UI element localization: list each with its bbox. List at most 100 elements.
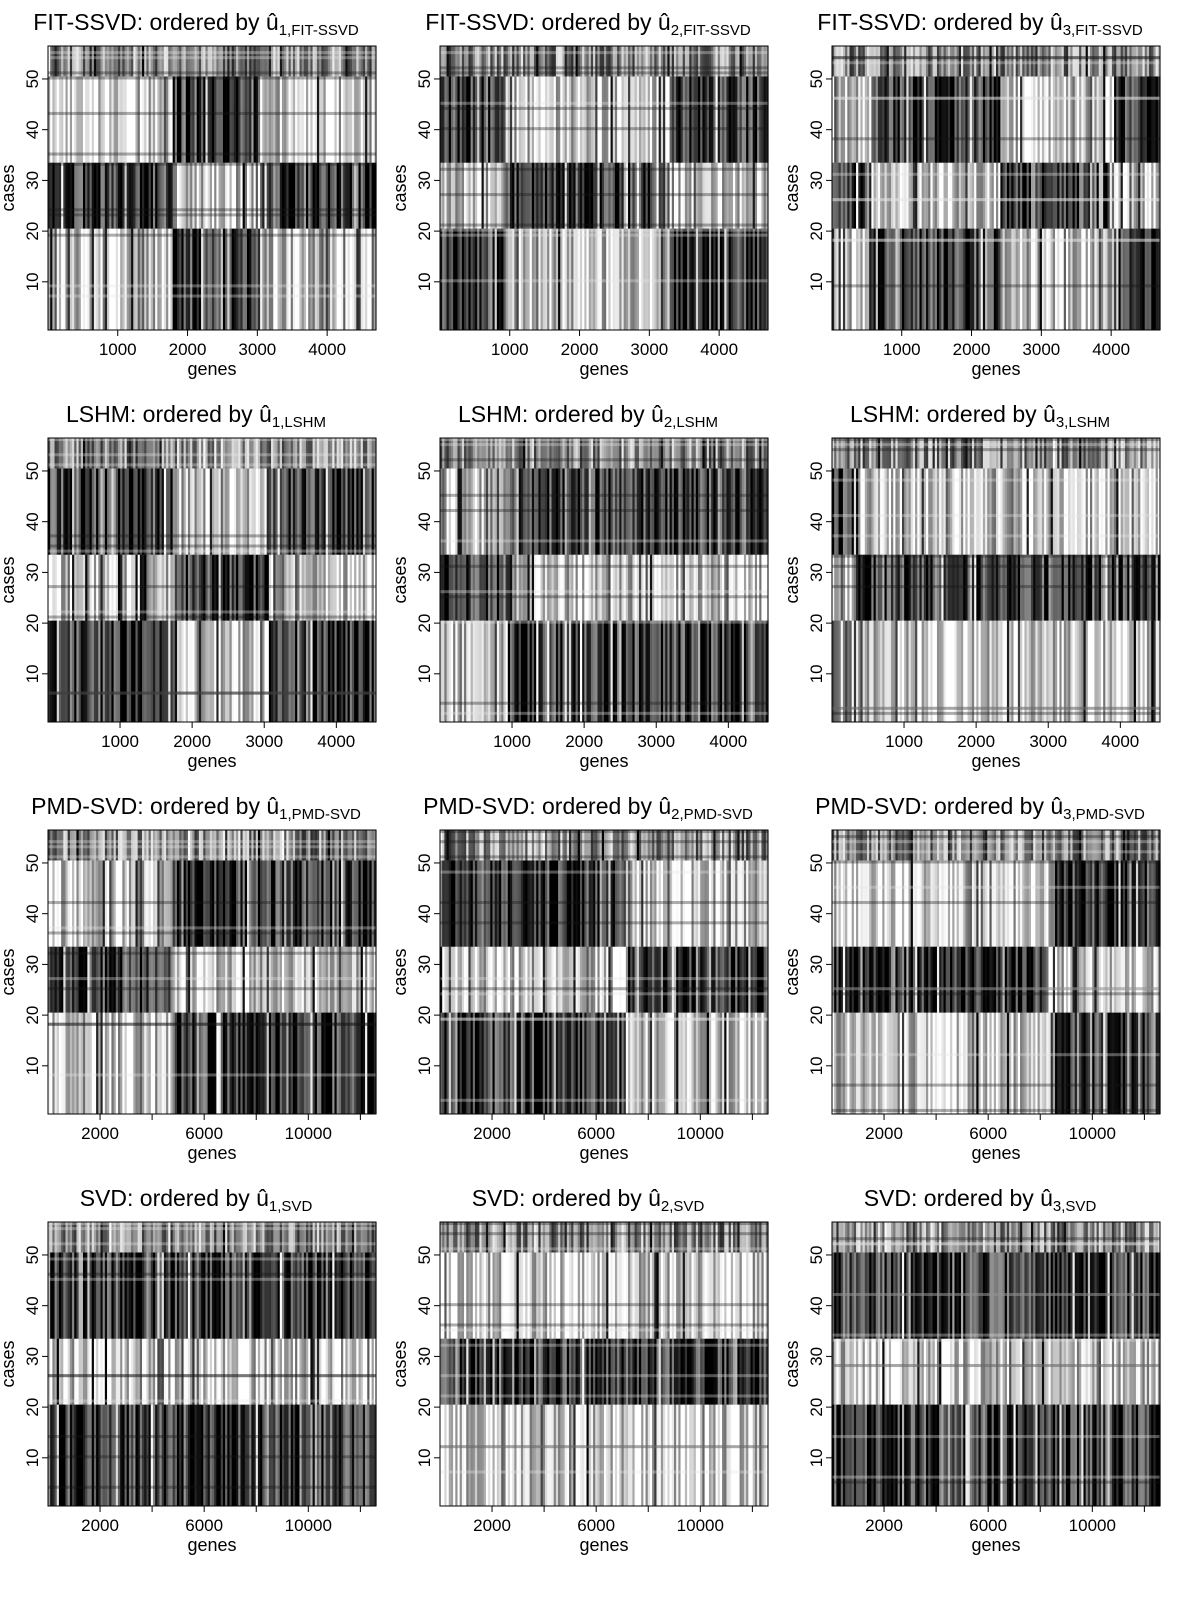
heatmap-cells — [832, 1222, 1161, 1506]
panel-title: PMD-SVD: ordered by û2,PMD-SVD — [423, 793, 753, 823]
panel-title: LSHM: ordered by û3,LSHM — [850, 401, 1110, 431]
y-tick-label: 40 — [807, 1296, 826, 1315]
heatmap-panel-lshm-1: LSHM: ordered by û1,LSHM 10 20 30 40 50 1000 20… — [0, 401, 377, 771]
x-tick-label: 4000 — [317, 732, 355, 751]
plot-frame — [831, 829, 1161, 1115]
y-axis-label: cases — [784, 164, 802, 211]
y-tick-label: 20 — [23, 1398, 42, 1417]
y-tick-label: 10 — [23, 272, 42, 291]
y-tick-label: 50 — [23, 462, 42, 481]
x-tick-label: 1000 — [101, 732, 139, 751]
x-tick-label: 10000 — [677, 1124, 724, 1143]
y-tick-label: 30 — [807, 955, 826, 974]
x-tick-label: 2000 — [865, 1124, 903, 1143]
y-tick-label: 50 — [415, 854, 434, 873]
heatmap-panel-svd-2: SVD: ordered by û2,SVD 10 20 30 40 50 2000 6000… — [392, 1185, 769, 1555]
y-tick-label: 20 — [415, 614, 434, 633]
x-tick-label: 3000 — [1029, 732, 1067, 751]
plot-frame — [439, 45, 769, 331]
x-tick-label: 10000 — [1069, 1124, 1116, 1143]
plot-frame — [47, 45, 377, 331]
y-tick-label: 30 — [23, 563, 42, 582]
y-axis-label: cases — [0, 948, 18, 995]
plot-frame — [47, 829, 377, 1115]
y-tick-label: 20 — [807, 1398, 826, 1417]
y-tick-label: 50 — [807, 1246, 826, 1265]
y-tick-label: 40 — [23, 904, 42, 923]
x-tick-label: 1000 — [491, 340, 529, 359]
y-tick-label: 20 — [807, 222, 826, 241]
x-axis-label: genes — [971, 359, 1020, 379]
y-tick-label: 20 — [23, 614, 42, 633]
y-tick-label: 30 — [23, 1347, 42, 1366]
plot-frame — [439, 1221, 769, 1507]
y-tick-label: 10 — [415, 1056, 434, 1075]
x-tick-label: 2000 — [957, 732, 995, 751]
heatmap-panel-fit-ssvd-1: FIT-SSVD: ordered by û1,FIT-SSVD 10 20 30 40… — [0, 9, 377, 379]
plot-frame — [439, 437, 769, 723]
x-axis-label: genes — [187, 359, 236, 379]
y-tick-label: 50 — [23, 854, 42, 873]
heatmap-panel-pmd-svd-1: PMD-SVD: ordered by û1,PMD-SVD 10 20 30 40 50… — [0, 793, 377, 1163]
plot-frame — [439, 829, 769, 1115]
y-tick-label: 30 — [23, 171, 42, 190]
y-axis-label: cases — [784, 1340, 802, 1387]
y-tick-label: 20 — [415, 1398, 434, 1417]
heatmap-cells — [832, 438, 1161, 722]
panel-title: SVD: ordered by û1,SVD — [80, 1185, 313, 1215]
y-axis-label: cases — [784, 948, 802, 995]
y-tick-label: 30 — [415, 171, 434, 190]
x-tick-label: 2000 — [473, 1124, 511, 1143]
y-tick-label: 50 — [415, 70, 434, 89]
heatmap-cells — [440, 1222, 769, 1506]
x-tick-label: 3000 — [637, 732, 675, 751]
heatmap-panel-svd-3: SVD: ordered by û3,SVD 10 20 30 40 50 2000 6000… — [784, 1185, 1161, 1555]
heatmap-cells — [48, 46, 377, 330]
x-tick-label: 2000 — [565, 732, 603, 751]
panel-title: FIT-SSVD: ordered by û1,FIT-SSVD — [33, 9, 359, 39]
y-tick-label: 30 — [807, 563, 826, 582]
heatmap-panel-svd-1: SVD: ordered by û1,SVD 10 20 30 40 50 2000 6000… — [0, 1185, 377, 1555]
y-tick-label: 30 — [807, 1347, 826, 1366]
y-axis-label: cases — [392, 164, 410, 211]
x-tick-label: 1000 — [885, 732, 923, 751]
y-tick-label: 50 — [807, 462, 826, 481]
y-tick-label: 50 — [807, 854, 826, 873]
x-tick-label: 1000 — [883, 340, 921, 359]
y-tick-label: 30 — [415, 563, 434, 582]
x-tick-label: 2000 — [169, 340, 207, 359]
y-tick-label: 50 — [415, 1246, 434, 1265]
x-tick-label: 2000 — [561, 340, 599, 359]
y-tick-label: 40 — [23, 512, 42, 531]
y-tick-label: 10 — [807, 272, 826, 291]
panel-title: LSHM: ordered by û1,LSHM — [66, 401, 326, 431]
x-tick-label: 6000 — [577, 1124, 615, 1143]
x-tick-label: 2000 — [173, 732, 211, 751]
heatmap-panel-lshm-3: LSHM: ordered by û3,LSHM 10 20 30 40 50 1000 20… — [784, 401, 1161, 771]
heatmap-panel-lshm-2: LSHM: ordered by û2,LSHM 10 20 30 40 50 1000 20… — [392, 401, 769, 771]
y-tick-label: 20 — [807, 1006, 826, 1025]
x-tick-label: 4000 — [1101, 732, 1139, 751]
y-axis-label: cases — [0, 556, 18, 603]
x-tick-label: 3000 — [630, 340, 668, 359]
y-tick-label: 40 — [415, 1296, 434, 1315]
y-tick-label: 20 — [23, 222, 42, 241]
y-tick-label: 20 — [807, 614, 826, 633]
x-tick-label: 3000 — [245, 732, 283, 751]
plot-frame — [47, 437, 377, 723]
y-tick-label: 10 — [23, 1056, 42, 1075]
x-tick-label: 2000 — [953, 340, 991, 359]
x-axis-label: genes — [187, 751, 236, 771]
y-tick-label: 40 — [807, 904, 826, 923]
x-tick-label: 6000 — [577, 1516, 615, 1535]
y-axis-label: cases — [0, 1340, 18, 1387]
heatmap-panel-pmd-svd-3: PMD-SVD: ordered by û3,PMD-SVD 10 20 30 40 50… — [784, 793, 1161, 1163]
heatmap-panel-fit-ssvd-3: FIT-SSVD: ordered by û3,FIT-SSVD 10 20 30 40… — [784, 9, 1161, 379]
y-tick-label: 10 — [807, 664, 826, 683]
heatmap-panel-fit-ssvd-2: FIT-SSVD: ordered by û2,FIT-SSVD 10 20 30 40… — [392, 9, 769, 379]
y-tick-label: 30 — [415, 955, 434, 974]
heatmap-panel-pmd-svd-2: PMD-SVD: ordered by û2,PMD-SVD 10 20 30 40 50… — [392, 793, 769, 1163]
y-tick-label: 10 — [807, 1056, 826, 1075]
y-axis-label: cases — [784, 556, 802, 603]
